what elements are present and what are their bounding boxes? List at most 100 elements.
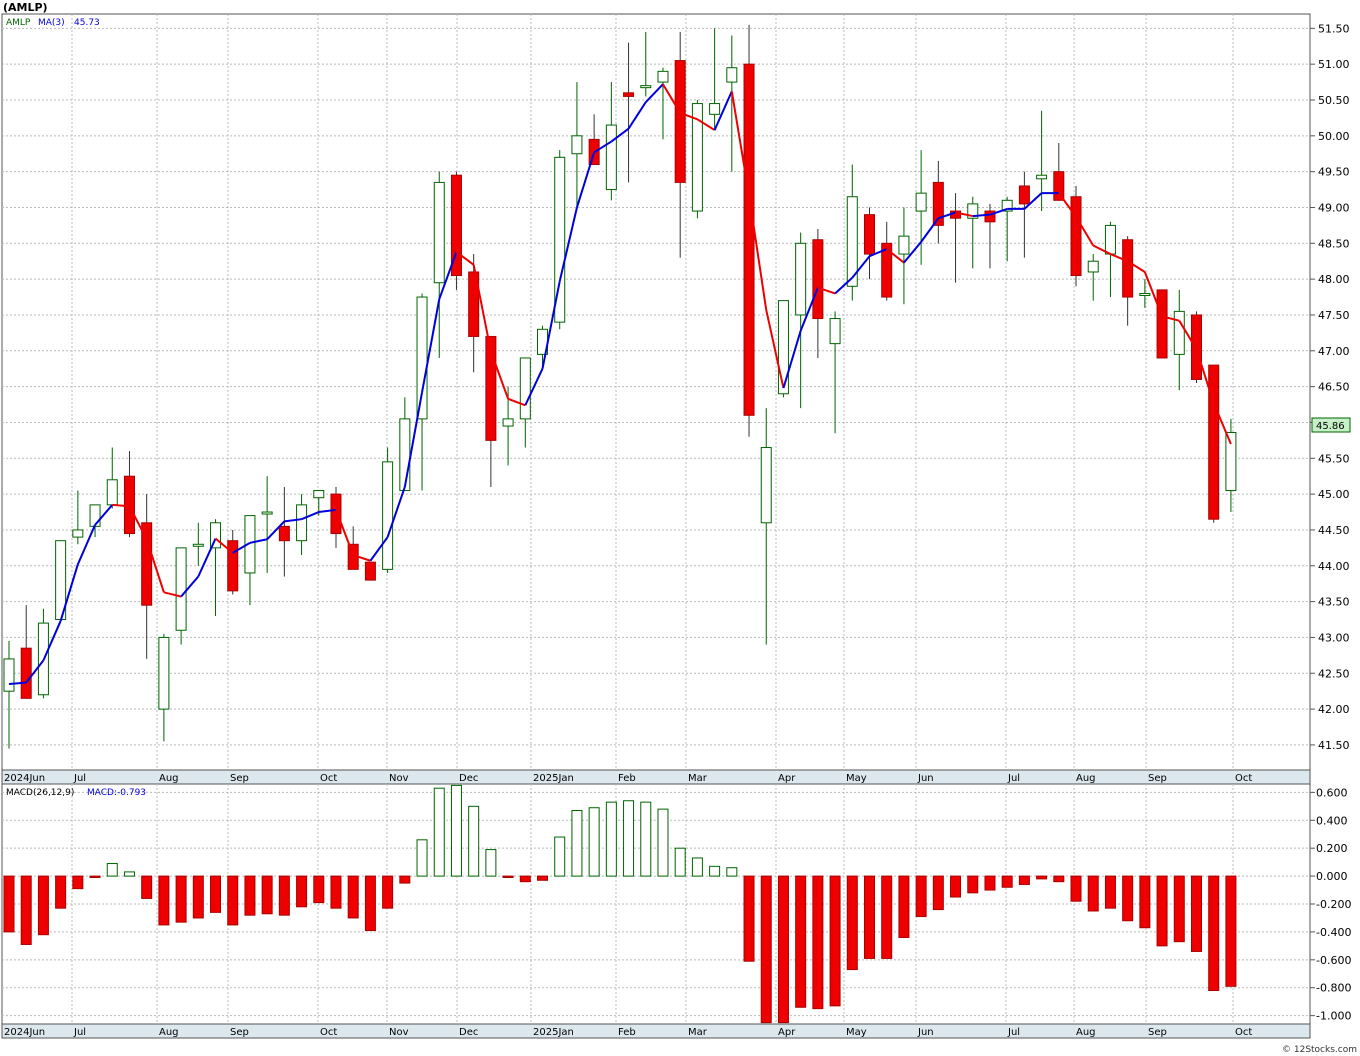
candle-up xyxy=(502,418,514,427)
macd-bar-negative xyxy=(1104,875,1116,909)
price-gridlines xyxy=(2,27,1310,746)
candle-down xyxy=(812,239,824,320)
macd-bar-negative xyxy=(55,875,67,909)
macd-bar-positive xyxy=(571,810,583,877)
macd-bar-negative xyxy=(399,875,411,884)
date-label: Aug xyxy=(1076,773,1096,784)
macd-tick-label: 0.600 xyxy=(1316,786,1348,799)
ma-segment xyxy=(352,554,371,562)
price-tick-label: 42.50 xyxy=(1318,667,1350,680)
candle-up xyxy=(709,103,721,115)
macd-bar-negative xyxy=(1001,875,1013,888)
macd-tick-label: -1.000 xyxy=(1316,1010,1351,1023)
date-label: Jul xyxy=(1007,1027,1020,1038)
ma-segment xyxy=(214,537,234,554)
macd-tick-label: -0.800 xyxy=(1316,982,1351,995)
macd-bar-negative xyxy=(192,875,204,919)
candle-up xyxy=(210,522,222,549)
candle-down xyxy=(20,647,32,699)
ma-segment xyxy=(869,248,888,258)
ma-segment xyxy=(696,118,716,131)
macd-tick-label: 0.000 xyxy=(1316,870,1348,883)
macd-tick-label: -0.200 xyxy=(1316,898,1351,911)
candle-up xyxy=(640,85,652,89)
date-label: Sep xyxy=(230,1027,249,1038)
macd-histogram xyxy=(3,784,1237,1024)
ma-segment xyxy=(489,351,510,400)
candle-up xyxy=(1104,224,1116,255)
legend-ma-value: 45.73 xyxy=(74,18,100,28)
macd-bar-negative xyxy=(967,875,979,894)
candle-down xyxy=(1053,171,1065,201)
price-tick-label: 46.50 xyxy=(1318,381,1350,394)
candle-up xyxy=(691,103,703,212)
candle-down xyxy=(330,493,342,535)
candle-up xyxy=(829,318,841,345)
date-axis-labels: 2024Jun Jul Aug Sep Oct Nov Dec 2025Jan Feb Mar Ap… xyxy=(4,773,1252,784)
candle-up xyxy=(726,67,738,83)
candle-up xyxy=(1087,260,1099,273)
candle-up xyxy=(605,124,617,191)
ma-segment xyxy=(94,504,114,526)
date-label: Sep xyxy=(1148,773,1167,784)
macd-bar-negative xyxy=(1053,875,1065,883)
ma-segment xyxy=(524,368,544,406)
ma-segment xyxy=(541,281,561,369)
date-label: Aug xyxy=(1076,1027,1096,1038)
ma-segment xyxy=(799,287,819,332)
macd-bar-negative xyxy=(898,875,910,938)
price-tick-label: 50.50 xyxy=(1318,94,1350,107)
candle-down xyxy=(674,60,686,183)
price-tick-label: 43.50 xyxy=(1318,596,1350,609)
macd-bar-negative xyxy=(1225,875,1237,987)
macd-bar-positive xyxy=(106,863,118,877)
candle-up xyxy=(915,192,927,212)
candle-up xyxy=(296,504,308,542)
date-label: Aug xyxy=(159,773,179,784)
candle-up xyxy=(261,511,273,515)
date-label: Jul xyxy=(73,773,86,784)
ma-segment xyxy=(145,538,165,593)
macd-bar-negative xyxy=(864,875,875,959)
candle-up xyxy=(72,529,84,538)
ma-segment xyxy=(507,397,526,407)
moving-average-line xyxy=(8,83,1232,686)
price-tick-label: 44.00 xyxy=(1318,560,1350,573)
macd-bar-negative xyxy=(364,875,376,932)
macd-tick-label: -0.400 xyxy=(1316,926,1351,939)
date-axis-band-bottom xyxy=(1,1023,1311,1039)
candle-up xyxy=(571,135,583,155)
ma-segment xyxy=(1143,271,1164,317)
ma-segment xyxy=(163,591,182,598)
candle-down xyxy=(364,561,376,581)
date-axis-labels-bottom: 2024Jun Jul Aug Sep Oct Nov Dec 2025Jan Feb Mar Ap… xyxy=(4,1027,1252,1038)
macd-bar-negative xyxy=(932,875,944,911)
candle-up xyxy=(313,490,325,499)
ma-segment xyxy=(593,140,612,154)
ma-segment xyxy=(112,503,130,508)
date-label: Aug xyxy=(159,1027,179,1038)
date-label: Mar xyxy=(688,773,708,784)
price-panel xyxy=(1,13,1311,771)
macd-bar-negative xyxy=(502,875,514,878)
chart-title: (AMLP) xyxy=(3,1,48,14)
price-tick-label: 47.50 xyxy=(1318,309,1350,322)
candle-down xyxy=(932,181,944,226)
macd-bar-negative xyxy=(244,875,256,916)
date-label: Jun xyxy=(917,773,934,784)
candle-down xyxy=(1018,185,1030,205)
macd-bar-negative xyxy=(72,875,84,890)
ma-segment xyxy=(1058,192,1077,218)
candle-up xyxy=(244,515,256,574)
macd-bar-negative xyxy=(846,875,858,971)
ma-segment xyxy=(8,681,27,686)
candle-down xyxy=(864,214,875,255)
price-tick-label: 43.00 xyxy=(1318,631,1350,644)
macd-bar-positive xyxy=(416,839,428,877)
macd-bar-negative xyxy=(278,875,290,916)
ma-segment xyxy=(627,101,647,130)
macd-bar-negative xyxy=(777,875,789,1024)
ma-segment xyxy=(1023,192,1043,210)
ma-segment xyxy=(938,211,956,220)
macd-bar-positive xyxy=(674,847,686,877)
